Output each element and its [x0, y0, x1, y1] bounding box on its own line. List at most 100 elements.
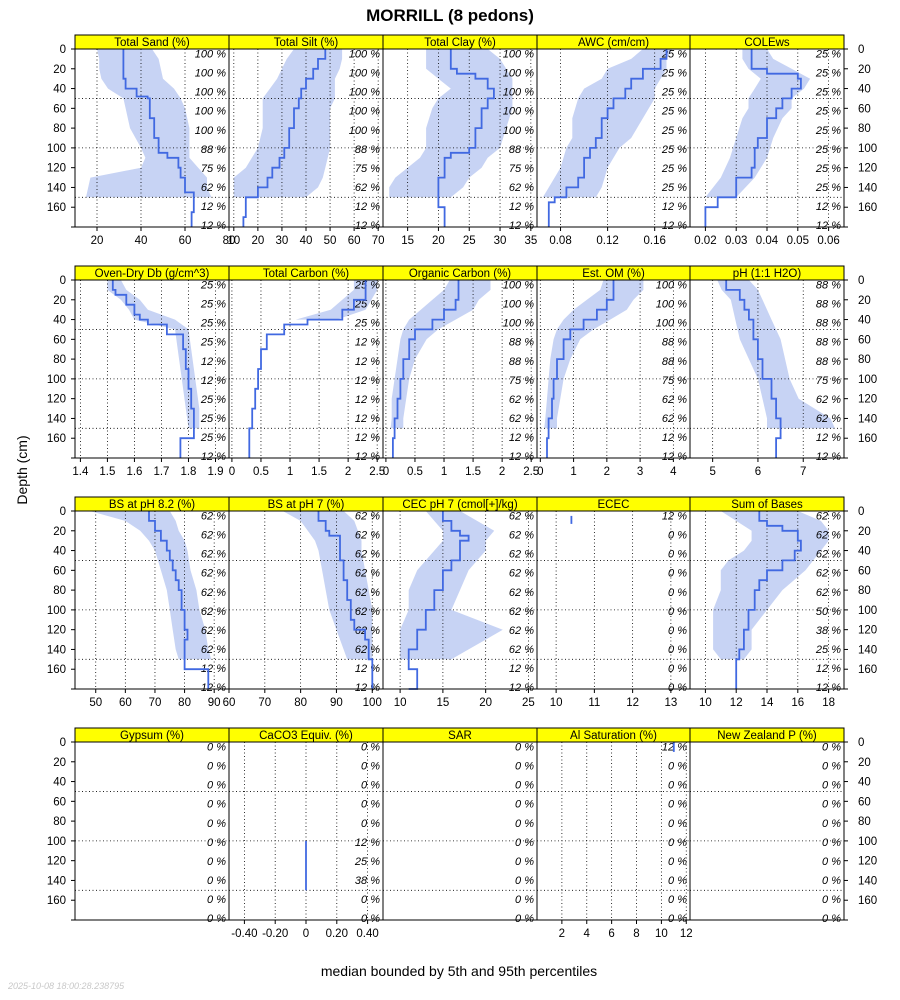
y-tick-label-right: 40	[858, 546, 871, 558]
percent-label: 100 %	[195, 106, 226, 118]
panel-background	[383, 742, 537, 920]
percent-label: 25 %	[815, 163, 841, 175]
y-tick-label-right: 60	[858, 565, 871, 577]
percent-label: 62 %	[816, 549, 841, 561]
percent-label: 25 %	[200, 337, 226, 349]
x-tick-label: 3	[637, 466, 643, 478]
x-tick-label: 16	[791, 697, 804, 709]
y-tick-label-left: 80	[53, 816, 66, 828]
percent-label: 12 %	[509, 451, 534, 463]
x-tick-label: 0.12	[596, 235, 618, 247]
median-line	[242, 49, 327, 227]
percent-label: 0 %	[515, 856, 534, 868]
x-tick-label: 4	[670, 466, 677, 478]
x-tick-label: 14	[761, 697, 774, 709]
x-tick-label: 1.5	[465, 466, 481, 478]
x-tick-label: 1.4	[72, 466, 89, 478]
percent-label: 0 %	[515, 913, 534, 925]
median-line	[248, 280, 367, 458]
x-tick-label: 10	[394, 697, 407, 709]
percent-label: 12 %	[355, 837, 380, 849]
y-tick-label-right: 0	[858, 737, 864, 749]
x-tick-label: 1.7	[153, 466, 169, 478]
percent-label: 0 %	[361, 913, 380, 925]
percent-label: 0 %	[515, 894, 534, 906]
percent-label: 25 %	[200, 279, 226, 291]
x-tick-label: 80	[223, 235, 236, 247]
y-tick-label-right: 120	[858, 856, 877, 868]
y-tick-label-left: 80	[53, 123, 66, 135]
percent-label: 62 %	[355, 625, 380, 637]
percent-label: 0 %	[668, 568, 687, 580]
percentile-band	[390, 280, 491, 429]
percent-label: 25 %	[354, 299, 380, 311]
percent-label: 25 %	[354, 318, 380, 330]
percent-label: 75 %	[816, 375, 841, 387]
x-tick-label: 10	[550, 697, 563, 709]
median-line	[391, 280, 460, 458]
x-tick-label: 70	[372, 235, 385, 247]
x-tick-label: 0.16	[643, 235, 665, 247]
percent-label: 12 %	[201, 201, 226, 213]
panel-background	[75, 742, 229, 920]
percent-label: 62 %	[355, 530, 380, 542]
panel-title: COLEws	[744, 37, 790, 49]
x-tick-label: 2	[345, 466, 351, 478]
panel-title: New Zealand P (%)	[717, 730, 817, 742]
percent-label: 0 %	[361, 799, 380, 811]
percent-label: 100 %	[195, 87, 226, 99]
x-tick-label: 2.5	[369, 466, 385, 478]
y-tick-label-left: 160	[47, 202, 66, 214]
x-tick-label: 10	[227, 235, 240, 247]
panel-border	[689, 741, 845, 921]
percent-label: 12 %	[355, 394, 380, 406]
y-tick-label-right: 160	[858, 202, 877, 214]
y-tick-label-right: 80	[858, 354, 871, 366]
percent-label: 0 %	[668, 837, 687, 849]
percent-label: 0 %	[361, 780, 380, 792]
percent-label: 0 %	[207, 837, 226, 849]
y-tick-label-right: 140	[858, 413, 877, 425]
percent-label: 0 %	[668, 644, 687, 656]
x-tick-label: 60	[223, 697, 236, 709]
percent-label: 88 %	[509, 356, 534, 368]
percent-label: 88 %	[662, 356, 687, 368]
y-tick-label-right: 100	[858, 836, 877, 848]
percent-label: 100 %	[195, 48, 226, 60]
percent-label: 0 %	[668, 875, 687, 887]
percent-label: 62 %	[662, 413, 687, 425]
y-tick-label-right: 80	[858, 585, 871, 597]
percent-label: 25 %	[661, 125, 687, 137]
panel-title: BS at pH 8.2 (%)	[109, 499, 195, 511]
percent-label: 0 %	[515, 799, 534, 811]
x-tick-label: 30	[494, 235, 507, 247]
median-line	[148, 511, 210, 689]
y-tick-label-left: 0	[60, 44, 66, 56]
y-tick-label-left: 60	[53, 565, 66, 577]
x-tick-label: 70	[149, 697, 162, 709]
x-tick-label: 40	[300, 235, 313, 247]
x-tick-label: 0.04	[756, 235, 779, 247]
y-tick-label-left: 0	[60, 275, 66, 287]
x-tick-label: 0.06	[817, 235, 839, 247]
x-tick-label: 20	[251, 235, 264, 247]
y-tick-label-right: 160	[858, 895, 877, 907]
percent-label: 100 %	[503, 68, 534, 80]
x-tick-label: 2	[499, 466, 505, 478]
y-tick-label-left: 100	[47, 836, 66, 848]
y-tick-label-right: 120	[858, 394, 877, 406]
percent-label: 0 %	[668, 799, 687, 811]
y-tick-label-left: 100	[47, 374, 66, 386]
percent-label: 0 %	[515, 818, 534, 830]
panel-title: Est. OM (%)	[582, 268, 645, 280]
x-tick-label: 35	[524, 235, 537, 247]
x-tick-label: 7	[800, 466, 806, 478]
percent-label: 62 %	[201, 510, 226, 522]
x-tick-label: 1	[570, 466, 576, 478]
y-tick-label-right: 40	[858, 84, 871, 96]
percent-label: 62 %	[201, 644, 226, 656]
percent-label: 0 %	[668, 549, 687, 561]
percent-label: 25 %	[200, 299, 226, 311]
y-tick-label-left: 0	[60, 737, 66, 749]
